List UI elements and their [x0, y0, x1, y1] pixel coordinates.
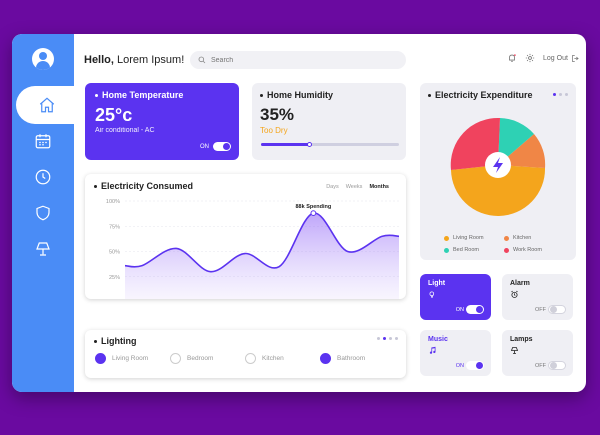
- y-tick-label: 50%: [109, 250, 120, 256]
- pie-slice-work-room: [450, 117, 500, 170]
- sidebar-item-calendar[interactable]: [12, 122, 74, 160]
- clock-icon: [35, 169, 51, 185]
- expenditure-pager[interactable]: [553, 93, 568, 96]
- lamps-label: Lamps: [510, 336, 533, 343]
- music-label: Music: [428, 336, 448, 343]
- consumed-chart: 0%25%50%75%100%JanFebMarAprMayJuneJulyAu…: [106, 199, 400, 299]
- music-note-icon: [429, 346, 436, 354]
- greeting-prefix: Hello,: [84, 54, 114, 66]
- sidebar: [12, 34, 78, 392]
- pie-slice-living-room: [451, 165, 546, 217]
- consumed-card: Electricity Consumed Days Weeks Months 0…: [85, 174, 406, 299]
- peak-annotation: 88k Spending: [295, 204, 331, 210]
- logout-button[interactable]: Log Out: [543, 54, 580, 63]
- sidebar-item-home[interactable]: [16, 86, 78, 124]
- room-toggle-bathroom[interactable]: Bathroom: [320, 353, 395, 364]
- shield-icon: [36, 205, 50, 221]
- search-bar[interactable]: [190, 51, 406, 69]
- y-tick-label: 25%: [109, 275, 120, 281]
- calendar-icon: [35, 134, 51, 149]
- room-toggle-kitchen[interactable]: Kitchen: [245, 353, 320, 364]
- search-input[interactable]: [211, 56, 391, 64]
- light-label: Light: [428, 280, 446, 287]
- y-tick-label: 100%: [106, 199, 120, 205]
- humidity-value: 35%: [260, 105, 295, 124]
- alarm-clock-icon: [511, 290, 518, 298]
- humidity-card: Home Humidity 35% Too Dry: [252, 83, 406, 160]
- light-state: ON: [455, 307, 464, 313]
- temperature-title: Home Temperature: [102, 90, 184, 100]
- expenditure-pie: [450, 117, 546, 217]
- sidebar-item-security[interactable]: [12, 194, 74, 232]
- lighting-card: Lighting Living Room Bedroom Kitchen Bat…: [85, 330, 406, 378]
- temperature-card: Home Temperature 25°c Air conditional - …: [85, 83, 239, 160]
- music-toggle[interactable]: [466, 361, 484, 370]
- lighting-title: Lighting: [101, 336, 137, 346]
- lamps-state: OFF: [535, 363, 546, 369]
- expenditure-title: Electricity Expenditure: [435, 90, 533, 100]
- logout-label: Log Out: [543, 54, 568, 62]
- greeting: Hello, Lorem Ipsum!: [84, 54, 184, 66]
- consumed-line: [124, 212, 400, 273]
- alarm-state: OFF: [535, 307, 546, 313]
- humidity-slider[interactable]: [261, 142, 399, 147]
- humidity-status: Too Dry: [260, 126, 288, 135]
- lamp-icon: [510, 347, 519, 354]
- consumed-tabs: Days Weeks Months: [326, 184, 389, 190]
- search-icon: [198, 56, 206, 64]
- header-actions: Log Out: [507, 53, 580, 63]
- alarm-label: Alarm: [510, 280, 530, 287]
- temperature-toggle-label: ON: [200, 144, 209, 150]
- light-toggle[interactable]: [466, 305, 484, 314]
- pie-slice-bed-room: [498, 118, 534, 165]
- lamps-toggle[interactable]: [548, 361, 566, 370]
- legend-item: Kitchen: [504, 235, 564, 241]
- sidebar-item-clock[interactable]: [12, 158, 74, 196]
- peak-marker[interactable]: [310, 210, 317, 217]
- legend-item: Bed Room: [444, 247, 504, 253]
- bell-icon[interactable]: [507, 53, 517, 63]
- greeting-name: Lorem Ipsum!: [117, 54, 185, 66]
- lighting-pager[interactable]: [377, 337, 398, 340]
- avatar[interactable]: [32, 48, 54, 70]
- temperature-subtitle: Air conditional - AC: [95, 127, 155, 134]
- light-card: Light ON: [420, 274, 491, 320]
- temperature-toggle[interactable]: [213, 142, 231, 151]
- expenditure-legend: Living Room Kitchen Bed Room Work Room: [444, 235, 564, 253]
- humidity-slider-fill: [261, 143, 310, 146]
- lighting-rooms: Living Room Bedroom Kitchen Bathroom: [95, 353, 395, 364]
- logout-icon: [572, 54, 579, 62]
- pie-slice-kitchen: [498, 134, 546, 168]
- expenditure-card: Electricity Expenditure Living Room Kitc…: [420, 83, 576, 260]
- room-toggle-living-room[interactable]: Living Room: [95, 353, 170, 364]
- gear-icon[interactable]: [525, 53, 535, 63]
- room-toggle-bedroom[interactable]: Bedroom: [170, 353, 245, 364]
- y-tick-label: 75%: [109, 224, 120, 230]
- tab-days[interactable]: Days: [326, 184, 339, 190]
- home-icon: [39, 97, 55, 113]
- tab-weeks[interactable]: Weeks: [345, 184, 363, 190]
- humidity-title: Home Humidity: [267, 90, 334, 100]
- bulb-icon: [429, 291, 435, 298]
- lamps-card: Lamps OFF: [502, 330, 573, 376]
- legend-item: Work Room: [504, 247, 564, 253]
- humidity-slider-handle[interactable]: [307, 142, 313, 147]
- lightning-icon: [493, 157, 503, 173]
- music-card: Music ON: [420, 330, 491, 376]
- dashboard-window: Hello, Lorem Ipsum! Log Out Home Tempera…: [12, 34, 586, 392]
- consumed-area: [125, 213, 399, 299]
- music-state: ON: [455, 363, 464, 369]
- temperature-value: 25°c: [95, 105, 133, 125]
- alarm-card: Alarm OFF: [502, 274, 573, 320]
- tab-months[interactable]: Months: [369, 184, 389, 190]
- consumed-title: Electricity Consumed: [101, 181, 194, 191]
- lamp-icon: [36, 242, 50, 256]
- sidebar-item-lamp[interactable]: [12, 230, 74, 268]
- alarm-toggle[interactable]: [548, 305, 566, 314]
- legend-item: Living Room: [444, 235, 504, 241]
